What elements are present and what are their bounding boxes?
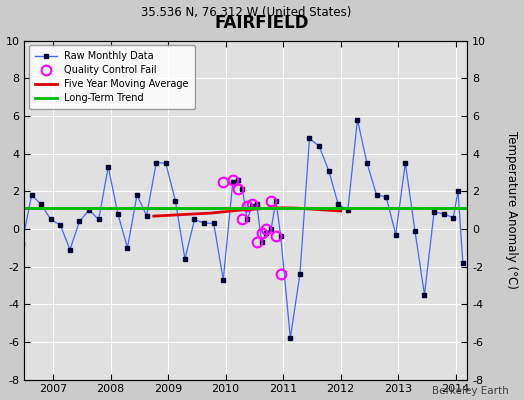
Text: FAIRFIELD: FAIRFIELD — [215, 14, 309, 32]
Legend: Raw Monthly Data, Quality Control Fail, Five Year Moving Average, Long-Term Tren: Raw Monthly Data, Quality Control Fail, … — [29, 46, 194, 109]
Title: 35.536 N, 76.312 W (United States): 35.536 N, 76.312 W (United States) — [140, 6, 351, 18]
Y-axis label: Temperature Anomaly (°C): Temperature Anomaly (°C) — [506, 131, 518, 289]
Text: Berkeley Earth: Berkeley Earth — [432, 386, 508, 396]
